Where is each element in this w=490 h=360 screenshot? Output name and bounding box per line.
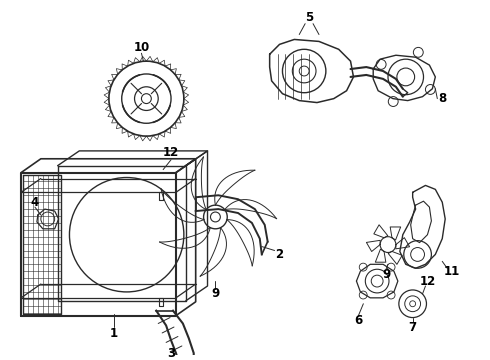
Text: 3: 3 bbox=[167, 347, 175, 360]
Text: 4: 4 bbox=[31, 196, 39, 209]
Text: 9: 9 bbox=[211, 287, 220, 300]
Text: 5: 5 bbox=[305, 11, 313, 24]
Text: 10: 10 bbox=[133, 41, 149, 54]
Text: 12: 12 bbox=[419, 275, 436, 288]
Text: 2: 2 bbox=[275, 248, 284, 261]
Text: 11: 11 bbox=[444, 265, 460, 278]
Text: 6: 6 bbox=[354, 314, 363, 327]
Text: 8: 8 bbox=[438, 92, 446, 105]
Text: 9: 9 bbox=[382, 268, 390, 281]
Text: 1: 1 bbox=[110, 327, 118, 340]
Text: 12: 12 bbox=[163, 147, 179, 159]
Text: 7: 7 bbox=[409, 321, 416, 334]
